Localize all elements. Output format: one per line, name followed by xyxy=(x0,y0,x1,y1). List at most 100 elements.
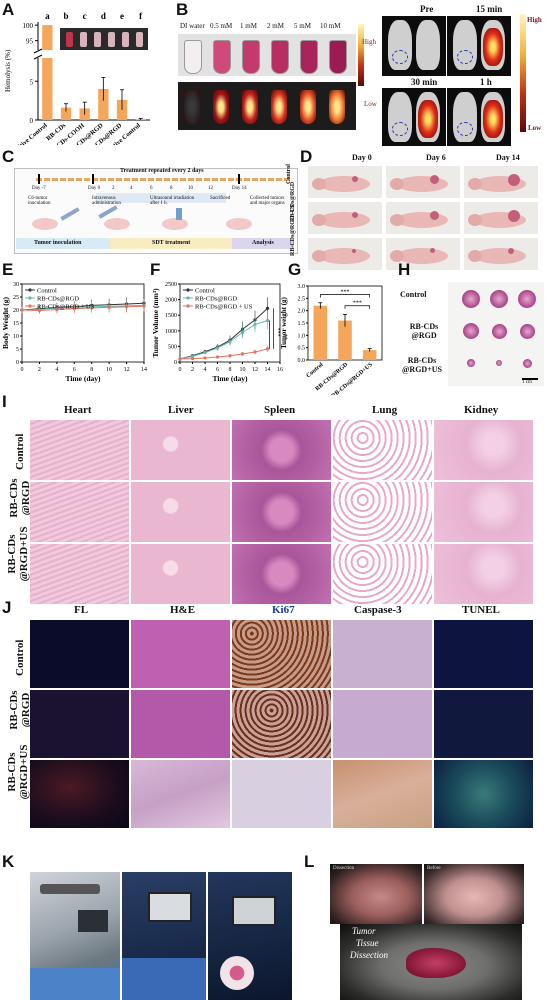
colorbar-low-label: Low xyxy=(364,100,377,108)
tumor xyxy=(352,212,358,218)
data-point xyxy=(265,306,270,310)
x-axis-label: Time (day) xyxy=(212,374,248,383)
histology-image xyxy=(333,482,432,542)
tube xyxy=(80,32,87,47)
step-label: C6-tumor inoculation xyxy=(28,196,51,206)
row-label: Control xyxy=(14,639,26,676)
conc-label: 2 mM xyxy=(267,22,284,30)
day-label: 12 xyxy=(208,186,213,191)
y-tick-label: 0 xyxy=(30,117,34,125)
histology-image xyxy=(434,420,533,480)
mouse-head xyxy=(312,214,326,226)
mouse-head xyxy=(468,178,482,190)
series-line xyxy=(21,305,145,312)
data-point xyxy=(215,346,220,350)
intensity-colorbar xyxy=(520,14,526,132)
histology-image xyxy=(434,482,533,542)
y-tick-label: 1500 xyxy=(165,313,177,319)
mouse-photo xyxy=(464,202,538,234)
vial-fluorescence xyxy=(184,90,200,124)
significance-marker: *** xyxy=(341,290,350,296)
staining-image xyxy=(131,690,230,758)
bar-letter: d xyxy=(101,11,106,21)
bar-letter: f xyxy=(139,11,143,21)
histology-image xyxy=(131,482,230,542)
row-label: RB-CDs @RGD xyxy=(8,690,32,730)
significance-bracket xyxy=(319,294,371,298)
tumor-circle xyxy=(392,50,408,64)
histology-image xyxy=(232,544,331,604)
day-header: Day 6 xyxy=(426,153,446,162)
phase-label: Analysis xyxy=(252,240,274,246)
staining-image xyxy=(131,760,230,828)
data-point xyxy=(228,354,232,358)
y-tick-label: 1.5 xyxy=(298,321,306,327)
timepoint-label: 30 min xyxy=(411,77,438,87)
sub-image-label: Before xyxy=(427,866,441,871)
y-tick-label: 500 xyxy=(168,344,177,350)
x-tick-label: 8 xyxy=(229,367,232,373)
panel-label-l: L xyxy=(304,852,315,871)
schedule-title: Treatment repeated every 2 days xyxy=(120,168,204,174)
day-label: Day 0 xyxy=(88,186,101,191)
day-label: 10 xyxy=(188,186,193,191)
y-axis-label: Hemolysis (%) xyxy=(4,49,12,92)
panel-label-h: H xyxy=(398,260,411,279)
y-tick-label: 2.0 xyxy=(298,309,306,315)
conc-label: 10 mM xyxy=(320,22,341,30)
phase-label: SDT treatment xyxy=(152,240,191,246)
mouse-head xyxy=(390,250,404,262)
organ-header: Kidney xyxy=(464,404,499,416)
stain-header: FL xyxy=(74,604,89,616)
legend-marker xyxy=(186,288,190,292)
bar xyxy=(313,305,328,360)
tumor xyxy=(352,176,358,182)
robot-arm xyxy=(40,884,100,894)
mouse-icon xyxy=(162,218,188,230)
day-label: 4 xyxy=(130,186,133,191)
timepoint-label: Pre xyxy=(420,4,434,14)
mouse-head xyxy=(468,214,482,226)
conc-label: DI water xyxy=(180,22,205,30)
staining-image xyxy=(434,690,533,758)
ultrasound-probe-icon xyxy=(176,208,182,220)
day-label: 2 xyxy=(112,186,115,191)
data-point xyxy=(240,330,245,334)
caption-line: Tumor xyxy=(352,926,376,936)
legend-marker xyxy=(28,288,32,292)
y-tick-label: 0 xyxy=(16,360,19,366)
conc-label: 5 mM xyxy=(294,22,311,30)
bar xyxy=(362,350,377,360)
timepoint-label: 15 min xyxy=(476,4,503,14)
excised-tumor xyxy=(467,359,475,367)
schedule-steps-row xyxy=(96,193,226,203)
data-point xyxy=(90,306,94,310)
row-label: RB-CDs @RGD xyxy=(409,322,439,340)
x-tick-label: 2 xyxy=(191,367,194,373)
caption-line: Dissection xyxy=(350,950,388,960)
vial-fluorescence xyxy=(213,90,229,124)
mouse-photo xyxy=(308,238,382,270)
colorbar-low-label: Low xyxy=(528,124,542,132)
vial-fluorescence xyxy=(300,90,316,124)
staining-image xyxy=(232,760,331,828)
x-tick-label: 16 xyxy=(277,367,283,373)
before-dissection-photo: Before xyxy=(424,864,524,924)
vial-fluorescence xyxy=(329,90,345,124)
tumor-volume-chart: 0 2 4 6 8 10 12 14 16 0 500 1000 1500 2000 2500 Time (d… xyxy=(151,282,288,383)
mouse-head xyxy=(390,178,404,190)
data-point xyxy=(190,356,195,361)
stain-header: Caspase-3 xyxy=(354,604,402,616)
x-tick-label: Control xyxy=(306,362,325,380)
monitor-screen xyxy=(232,896,276,926)
row-label: Control xyxy=(14,433,26,470)
legend-label: Control xyxy=(195,288,215,295)
mouse-head xyxy=(468,250,482,262)
organ-header: Lung xyxy=(372,404,398,416)
bar-letter: e xyxy=(120,11,124,21)
staining-image xyxy=(232,690,331,758)
data-point xyxy=(253,322,257,327)
significance-marker: *** xyxy=(353,301,362,307)
surgical-drape xyxy=(30,968,120,1000)
vial xyxy=(329,40,347,74)
